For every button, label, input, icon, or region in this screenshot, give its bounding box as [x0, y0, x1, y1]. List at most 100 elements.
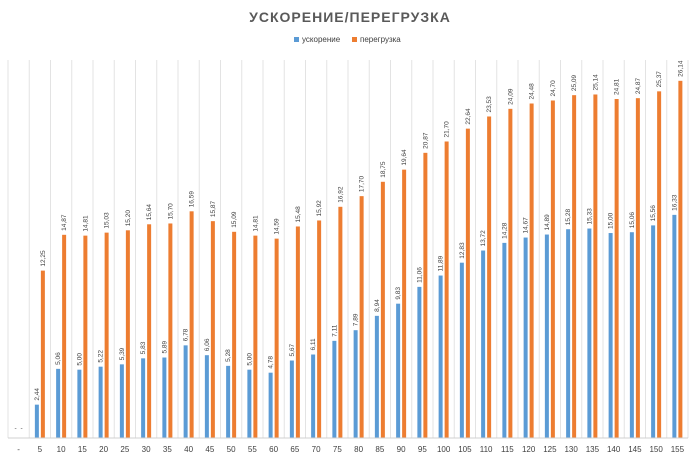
data-label-ускорение: 6,11: [310, 338, 317, 351]
x-tick-label: 75: [333, 445, 342, 454]
x-tick-label: 140: [607, 445, 621, 454]
x-tick-label: 55: [248, 445, 257, 454]
data-label-ускорение: 5,22: [98, 350, 105, 363]
legend: ускорение перегрузка: [294, 35, 401, 44]
data-label-ускорение: 14,67: [523, 217, 530, 234]
data-labels: - - 2,44 12,25 5,06 14,87 5,00 14,81 5,22 15,03 5,…: [15, 60, 685, 432]
x-axis-ticks: - 5 10 15 20 25 30 35 40 45 50 55 60 65 70 75 80 85 90 95 10…: [17, 445, 684, 454]
data-label-ускорение: 7,89: [353, 313, 360, 326]
data-label-перегрузка: 14,81: [252, 215, 259, 232]
bar-перегрузка: [359, 196, 364, 438]
bar-ускорение: [268, 372, 273, 438]
data-label-перегрузка: 15,70: [167, 203, 174, 220]
bar-ускорение: [672, 214, 677, 438]
data-label-перегрузка: 20,87: [422, 132, 429, 149]
bar-ускорение: [141, 358, 146, 438]
data-label-ускорение: 14,89: [544, 214, 551, 231]
bar-перегрузка: [380, 181, 385, 438]
bar-ускорение: [98, 366, 103, 438]
bar-перегрузка: [423, 152, 428, 438]
bar-ускорение: [544, 234, 549, 438]
bar-ускорение: [374, 315, 379, 438]
data-label-ускорение: 11,89: [438, 255, 445, 271]
data-label-ускорение: 13,72: [480, 230, 487, 247]
bar-перегрузка: [338, 206, 343, 438]
x-tick-label: 155: [671, 445, 685, 454]
chart-title: УСКОРЕНИЕ/ПЕРЕГРУЗКА: [249, 9, 451, 25]
bar-перегрузка: [593, 94, 598, 438]
bar-ускорение: [162, 357, 167, 438]
data-label-ускорение: 5,00: [76, 353, 83, 366]
bar-перегрузка: [550, 100, 555, 438]
x-tick-label: 150: [649, 445, 663, 454]
x-tick-label: 105: [458, 445, 472, 454]
bar-перегрузка: [104, 232, 109, 438]
bar-ускорение: [481, 250, 486, 438]
data-label-перегрузка: 25,37: [656, 71, 663, 88]
data-label-ускорение: 5,00: [246, 353, 253, 366]
data-label-перегрузка: 24,09: [507, 88, 514, 105]
x-tick-label: 130: [564, 445, 578, 454]
bar-ускорение: [247, 369, 252, 438]
x-tick-label: 10: [57, 445, 66, 454]
data-label-ускорение: 6,78: [183, 328, 190, 341]
data-label-перегрузка: -: [21, 425, 23, 432]
bar-перегрузка: [189, 211, 194, 438]
bar-перегрузка: [444, 141, 449, 438]
data-label-ускорение: 4,78: [268, 356, 275, 369]
x-tick-label: 40: [184, 445, 193, 454]
gridlines: [7, 60, 689, 438]
bar-ускорение: [438, 275, 443, 438]
data-label-перегрузка: 15,64: [146, 204, 153, 221]
data-label-ускорение: 5,39: [119, 347, 126, 360]
bar-ускорение: [502, 242, 507, 438]
data-label-ускорение: 8,94: [374, 299, 381, 312]
data-label-ускорение: 5,89: [161, 340, 168, 353]
bar-ускорение: [56, 368, 61, 438]
legend-label-перегрузка: перегрузка: [360, 35, 401, 44]
data-label-ускорение: 5,67: [289, 343, 296, 356]
data-label-ускорение: 5,28: [225, 349, 232, 362]
data-label-перегрузка: 15,20: [125, 210, 132, 227]
data-label-перегрузка: 16,92: [337, 186, 344, 203]
bar-перегрузка: [572, 95, 577, 438]
bar-перегрузка: [465, 128, 470, 438]
data-label-ускорение: 2,44: [34, 388, 41, 401]
data-label-ускорение: 5,83: [140, 341, 147, 354]
data-label-перегрузка: 24,48: [529, 83, 536, 100]
bar-перегрузка: [295, 226, 300, 438]
bar-перегрузка: [210, 221, 215, 438]
x-tick-label: 110: [480, 445, 493, 454]
bar-перегрузка: [614, 98, 619, 438]
x-tick-label: 50: [227, 445, 236, 454]
bar-ускорение: [651, 225, 656, 438]
bar-ускорение: [34, 404, 39, 438]
bar-ускорение: [332, 340, 337, 438]
data-label-перегрузка: 19,64: [401, 149, 408, 166]
data-label-перегрузка: 15,03: [104, 212, 111, 229]
data-label-ускорение: 6,06: [204, 338, 211, 351]
data-label-ускорение: 16,33: [671, 194, 678, 211]
x-tick-label: 100: [437, 445, 451, 454]
data-label-перегрузка: 14,81: [82, 215, 89, 232]
data-label-ускорение: 15,56: [650, 205, 657, 222]
bar-ускорение: [587, 228, 592, 438]
bar-ускорение: [77, 369, 82, 438]
data-label-ускорение: 9,83: [395, 287, 402, 300]
bar-перегрузка: [253, 235, 258, 438]
data-label-перегрузка: 25,14: [592, 74, 599, 91]
x-tick-label: 35: [163, 445, 172, 454]
bar-ускорение: [119, 364, 124, 438]
bars: [34, 80, 683, 439]
x-tick-label: 90: [397, 445, 406, 454]
x-tick-label: 95: [418, 445, 427, 454]
data-label-ускорение: 15,00: [608, 212, 615, 229]
bar-ускорение: [204, 355, 209, 438]
bar-ускорение: [523, 237, 528, 438]
data-label-перегрузка: 21,70: [444, 121, 451, 138]
data-label-ускорение: 12,83: [459, 242, 466, 259]
data-label-перегрузка: 24,87: [635, 78, 642, 95]
bar-перегрузка: [232, 231, 237, 438]
